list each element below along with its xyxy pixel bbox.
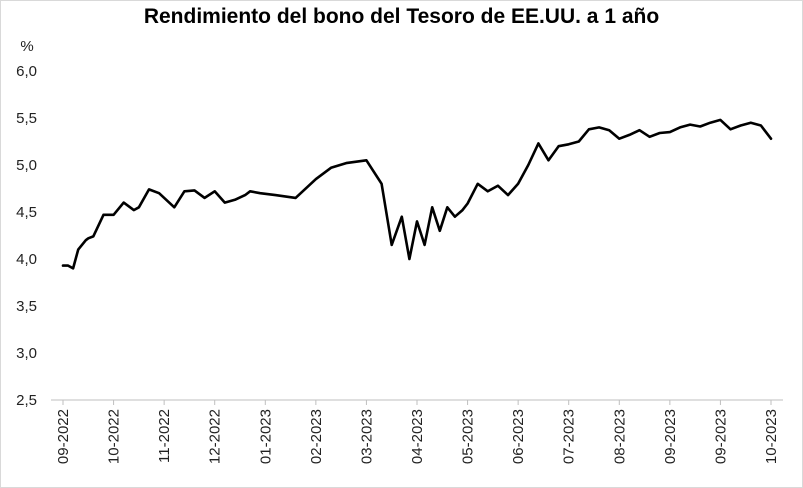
x-tick-label: 12-2022 bbox=[207, 409, 224, 464]
y-tick-label: 4,5 bbox=[16, 204, 37, 221]
y-tick-label: 2,5 bbox=[16, 392, 37, 409]
x-tick-label: 09-2023 bbox=[662, 409, 679, 464]
series-line bbox=[61, 118, 773, 270]
x-tick-label: 11-2022 bbox=[156, 409, 173, 463]
x-tick-label: 09-2022 bbox=[55, 409, 72, 464]
x-tick-label: 01-2023 bbox=[257, 409, 274, 464]
x-tick-label: 10-2022 bbox=[106, 409, 123, 464]
y-tick-label: 6,0 bbox=[16, 63, 37, 80]
x-tick-label: 06-2023 bbox=[510, 409, 527, 464]
x-tick-label: 03-2023 bbox=[358, 409, 375, 464]
x-tick-label: 02-2023 bbox=[308, 409, 325, 464]
y-tick-label: 5,0 bbox=[16, 157, 37, 174]
x-tick-label: 04-2023 bbox=[409, 409, 426, 464]
y-tick-label: 4,0 bbox=[16, 251, 37, 268]
x-tick-label: 08-2023 bbox=[611, 409, 628, 464]
x-tick-label: 05-2023 bbox=[460, 409, 477, 464]
y-axis-unit-label: % bbox=[20, 38, 33, 55]
chart-title: Rendimiento del bono del Tesoro de EE.UU… bbox=[143, 5, 660, 28]
x-tick-label: 07-2023 bbox=[561, 409, 578, 464]
y-tick-label: 3,0 bbox=[16, 345, 37, 362]
y-tick-label: 3,5 bbox=[16, 298, 37, 315]
x-tick-label: 10-2023 bbox=[763, 409, 780, 464]
x-tick-label: 09-2023 bbox=[712, 409, 729, 464]
y-tick-label: 5,5 bbox=[16, 110, 37, 127]
